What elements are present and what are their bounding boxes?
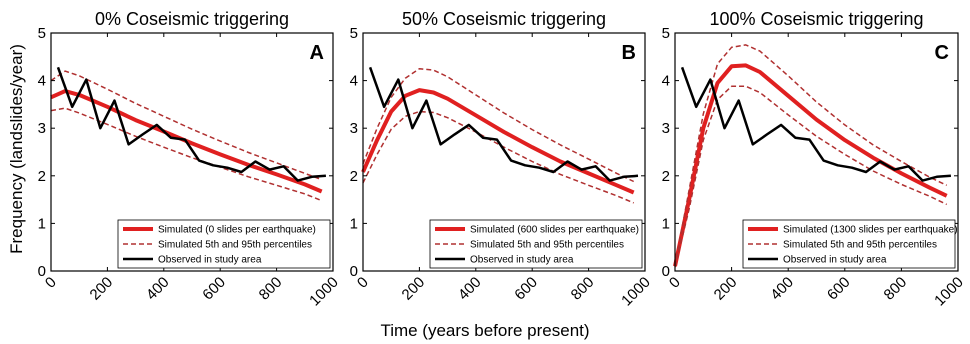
x-tick-label: 1000 [931, 274, 967, 310]
legend: Simulated (1300 slides per earthquake) Si… [742, 219, 958, 269]
axes-box [674, 32, 959, 272]
legend-simulated-label: Simulated (600 slides per earthquake) [470, 225, 639, 236]
y-tick-label: 5 [350, 25, 358, 42]
x-tick-label: 800 [881, 274, 911, 304]
percentile-5th-line [674, 85, 948, 268]
panel-title: 100% Coseismic triggering [709, 9, 923, 29]
y-tick-label: 4 [38, 73, 46, 90]
legend: Simulated (600 slides per earthquake) Sim… [429, 219, 643, 269]
x-tick-label: 0 [666, 274, 684, 292]
panel-b: 50% Coseismic triggering 0 1 2 3 4 5 0 200 400 600… [350, 9, 654, 309]
legend-observed-label: Observed in study area [470, 255, 574, 266]
x-tick-label: 0 [354, 274, 372, 292]
axes-box [50, 32, 334, 272]
y-axis-label: Frequency (landslides/year) [7, 44, 26, 254]
panel-letter: C [935, 42, 949, 64]
x-tick-label: 600 [199, 274, 229, 304]
observed-series-line [368, 66, 639, 182]
y-tick-label: 2 [350, 168, 358, 185]
percentile-95th-line [674, 44, 948, 266]
x-tick-label: 1000 [306, 274, 342, 310]
y-tick-label: 0 [662, 263, 670, 280]
legend-simulated-label: Simulated (0 slides per earthquake) [158, 225, 316, 236]
x-tick-label: 200 [399, 274, 429, 304]
legend-box [429, 219, 643, 269]
y-tick-label: 4 [350, 73, 358, 90]
legend-observed-label: Observed in study area [158, 255, 262, 266]
y-tick-label: 0 [38, 263, 46, 280]
legend-box [117, 219, 331, 269]
series-group [673, 44, 951, 268]
axes-box [362, 32, 646, 272]
panel-letter: A [310, 42, 324, 64]
panel-c: 100% Coseismic triggering 0 1 2 3 4 5 0 200 400 60… [662, 9, 967, 309]
legend-box [742, 219, 956, 269]
percentile-5th-line [362, 110, 634, 204]
x-tick-label: 400 [767, 274, 797, 304]
x-tick-label: 600 [511, 274, 541, 304]
percentile-95th-line [50, 70, 322, 181]
panel-title: 50% Coseismic triggering [402, 9, 606, 29]
y-tick-label: 2 [662, 168, 670, 185]
x-tick-label: 800 [568, 274, 598, 304]
panel-a: 0% Coseismic triggering 0 1 2 3 4 5 0 200 400 600 8… [38, 9, 342, 309]
legend-simulated-label: Simulated (1300 slides per earthquake) [783, 225, 958, 236]
x-tick-label: 1000 [618, 274, 654, 310]
series-group [361, 66, 639, 204]
x-tick-label: 400 [143, 274, 173, 304]
y-tick-label: 3 [38, 120, 46, 137]
percentile-95th-line [362, 67, 635, 183]
legend-percentiles-label: Simulated 5th and 95th percentiles [783, 240, 937, 251]
x-tick-label: 200 [711, 274, 741, 304]
x-tick-label: 600 [824, 274, 854, 304]
y-tick-label: 2 [38, 168, 46, 185]
y-tick-label: 3 [350, 120, 358, 137]
y-tick-label: 0 [350, 263, 358, 280]
legend-observed-label: Observed in study area [783, 255, 887, 266]
percentile-5th-line [50, 107, 322, 202]
y-tick-label: 5 [662, 25, 670, 42]
x-tick-label: 0 [42, 274, 60, 292]
y-tick-label: 5 [38, 25, 46, 42]
y-tick-label: 3 [662, 120, 670, 137]
legend: Simulated (0 slides per earthquake) Simul… [117, 219, 331, 269]
x-tick-label: 200 [87, 274, 117, 304]
series-group [50, 66, 326, 202]
x-axis-label: Time (years before present) [380, 321, 589, 340]
legend-percentiles-label: Simulated 5th and 95th percentiles [158, 240, 312, 251]
simulated-series-line [673, 63, 948, 267]
x-tick-label: 800 [256, 274, 286, 304]
y-tick-label: 1 [662, 215, 670, 232]
y-tick-label: 1 [38, 215, 46, 232]
x-tick-label: 400 [455, 274, 485, 304]
y-tick-label: 4 [662, 73, 670, 90]
legend-percentiles-label: Simulated 5th and 95th percentiles [470, 240, 624, 251]
simulated-series-line [361, 88, 635, 195]
y-tick-label: 1 [350, 215, 358, 232]
observed-series-line [680, 66, 951, 182]
observed-series-line [56, 66, 326, 182]
panel-title: 0% Coseismic triggering [95, 9, 289, 29]
panel-letter: B [622, 42, 636, 64]
